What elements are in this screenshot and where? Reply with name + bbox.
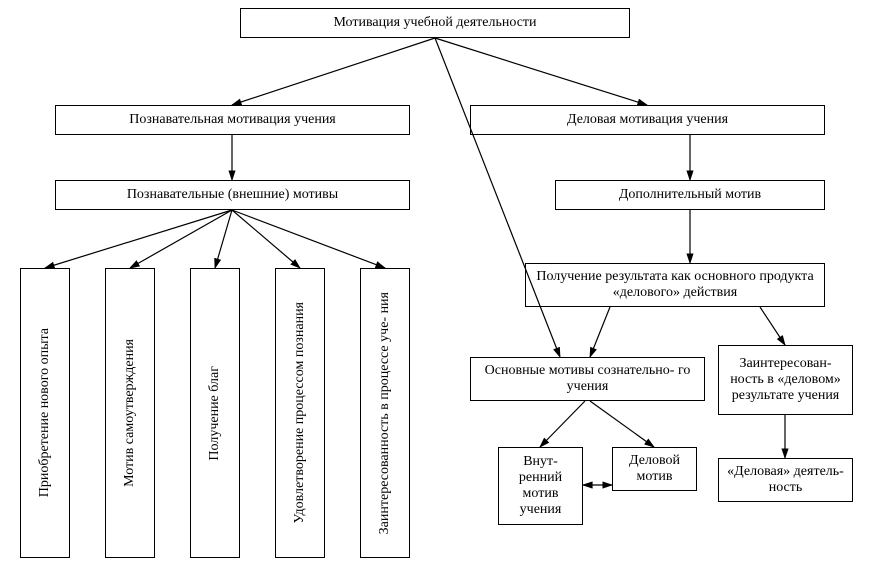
node-label: Заинтересован- ность в «деловом» результ… <box>725 356 846 404</box>
node-cognitive-motivation: Познавательная мотивация учения <box>55 105 410 135</box>
node-label: «Деловая» деятель- ность <box>725 464 846 496</box>
node-interest-business-result: Заинтересован- ность в «деловом» результ… <box>718 345 853 415</box>
node-label: Внут- ренний мотив учения <box>505 454 576 518</box>
node-label: Познавательные (внешние) мотивы <box>127 187 338 203</box>
node-root: Мотивация учебной деятельности <box>240 8 630 38</box>
node-label: Удовлетворение процессом познания <box>292 302 308 523</box>
node-label: Деловой мотив <box>619 453 690 485</box>
node-label: Дополнительный мотив <box>619 187 761 203</box>
node-self-affirmation: Мотив самоутверждения <box>105 268 155 558</box>
node-internal-motive: Внут- ренний мотив учения <box>498 447 583 525</box>
node-label: Заинтересованность в процессе уче- ния <box>377 292 393 534</box>
node-label: Деловая мотивация учения <box>567 112 728 128</box>
node-label: Получение благ <box>207 366 223 461</box>
node-satisfaction: Удовлетворение процессом познания <box>275 268 325 558</box>
node-main-motives: Основные мотивы сознательно- го учения <box>470 357 705 401</box>
node-business-motivation: Деловая мотивация учения <box>470 105 825 135</box>
node-result-product: Получение результата как основного проду… <box>525 263 825 307</box>
node-benefits: Получение благ <box>190 268 240 558</box>
node-business-activity: «Деловая» деятель- ность <box>718 458 853 502</box>
node-business-motive: Деловой мотив <box>612 447 697 491</box>
node-interest-process: Заинтересованность в процессе уче- ния <box>360 268 410 558</box>
node-label: Мотивация учебной деятельности <box>333 15 536 31</box>
node-label: Основные мотивы сознательно- го учения <box>477 363 698 395</box>
node-label: Приобретение нового опыта <box>37 328 53 497</box>
node-label: Получение результата как основного проду… <box>532 269 818 301</box>
node-cognitive-motives: Познавательные (внешние) мотивы <box>55 180 410 210</box>
node-additional-motive: Дополнительный мотив <box>555 180 825 210</box>
node-label: Мотив самоутверждения <box>122 339 138 487</box>
node-new-experience: Приобретение нового опыта <box>20 268 70 558</box>
node-label: Познавательная мотивация учения <box>129 112 336 128</box>
